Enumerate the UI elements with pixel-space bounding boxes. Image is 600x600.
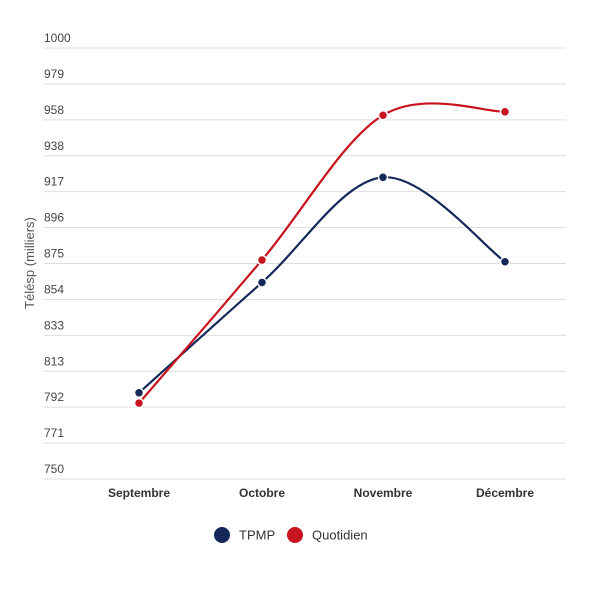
series-line xyxy=(138,102,506,404)
legend-label: TPMP xyxy=(239,528,275,543)
data-point xyxy=(256,277,268,288)
series-tpmp xyxy=(133,172,511,399)
y-tick-label: 938 xyxy=(44,139,64,153)
y-tick-label: 896 xyxy=(44,211,64,225)
y-tick-label: 833 xyxy=(44,318,64,332)
y-tick-label: 875 xyxy=(44,247,64,261)
data-point xyxy=(499,106,511,118)
y-tick-label: 979 xyxy=(44,67,64,81)
y-tick-label: 958 xyxy=(44,103,64,117)
y-tick-label: 1000 xyxy=(44,31,71,45)
y-tick-label: 854 xyxy=(44,282,64,296)
series-quotidien xyxy=(133,102,511,409)
data-point xyxy=(133,387,145,399)
x-tick-label: Octobre xyxy=(239,486,285,500)
legend: TPMP Quotidien xyxy=(214,527,368,543)
y-tick-label: 813 xyxy=(44,354,64,368)
y-tick-label: 771 xyxy=(44,426,64,440)
data-point xyxy=(256,254,268,266)
y-tick-label: 750 xyxy=(44,462,64,476)
series-line xyxy=(138,176,506,394)
y-tick-label: 917 xyxy=(44,175,64,189)
data-point xyxy=(499,256,511,268)
legend-swatch xyxy=(287,527,303,543)
y-tick-label: 792 xyxy=(44,390,64,404)
x-tick-label: Septembre xyxy=(108,486,170,500)
data-point xyxy=(377,172,389,183)
legend-swatch xyxy=(214,527,230,543)
legend-item: TPMP xyxy=(214,527,275,543)
x-tick-label: Décembre xyxy=(476,486,534,500)
x-axis-ticks: Septembre Octobre Novembre Décembre xyxy=(108,486,534,500)
y-axis-title: Télésp (milliers) xyxy=(22,217,37,309)
gridlines xyxy=(44,47,566,480)
data-point xyxy=(133,397,145,409)
data-point xyxy=(377,109,389,121)
legend-label: Quotidien xyxy=(312,528,368,543)
x-tick-label: Novembre xyxy=(354,486,413,500)
y-axis-ticks: 750 771 792 813 833 854 875 896 917 938 958 979 1000 xyxy=(44,31,71,476)
legend-item: Quotidien xyxy=(287,527,368,543)
series-group xyxy=(133,102,511,409)
